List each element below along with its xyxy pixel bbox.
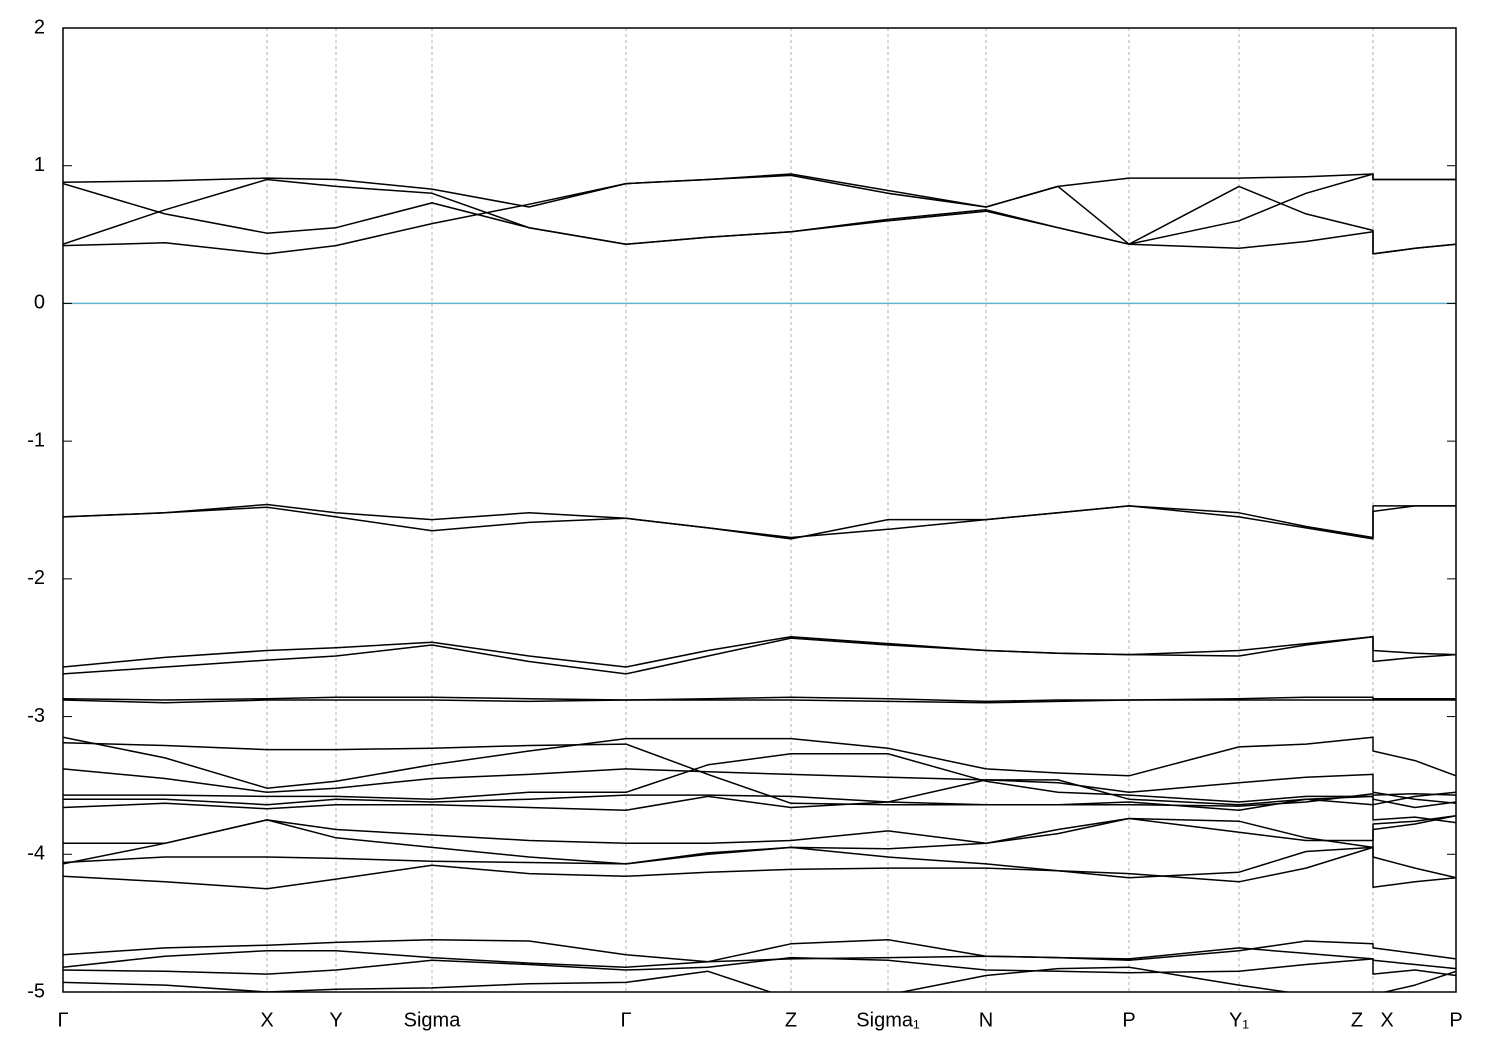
y-tick-label: 2	[34, 16, 45, 38]
band-line	[63, 173, 1456, 245]
x-tick-label: N	[979, 1009, 993, 1031]
y-tick-label: -2	[27, 567, 45, 589]
band-line	[63, 753, 1456, 809]
x-tick-label: X	[1380, 1009, 1393, 1031]
band-line	[63, 178, 1456, 255]
x-tick-label: Y	[329, 1009, 342, 1031]
band-line	[63, 938, 1456, 963]
band-line	[63, 814, 1456, 845]
band-line	[63, 846, 1456, 890]
x-tick-label: Sigma	[404, 1009, 462, 1031]
grid	[63, 28, 1456, 992]
y-tick-label: 1	[34, 154, 45, 176]
bands	[63, 173, 1456, 992]
band-line	[63, 795, 1456, 824]
x-tick-label: P	[1449, 1009, 1462, 1031]
y-tick-label: 0	[34, 292, 45, 314]
band-line	[63, 635, 1456, 668]
x-tick-label: Sigma₁	[856, 1009, 920, 1031]
band-line	[63, 699, 1456, 704]
y-tick-label: -4	[27, 843, 45, 865]
y-tick-label: -3	[27, 705, 45, 727]
band-line	[63, 696, 1456, 703]
band-line	[63, 966, 1456, 992]
band-line	[63, 956, 1456, 977]
x-tick-label: P	[1122, 1009, 1135, 1031]
band-line	[63, 736, 1456, 789]
band-line	[63, 741, 1456, 807]
x-tick-label: Γ	[620, 1009, 631, 1031]
y-tick-label: -1	[27, 429, 45, 451]
band-line	[63, 635, 1456, 675]
band-line	[63, 814, 1456, 865]
x-tick-label: X	[260, 1009, 273, 1031]
band-line	[63, 505, 1456, 540]
x-tick-label: Γ	[57, 1009, 68, 1031]
y-tick-label: -5	[27, 980, 45, 1002]
band-line	[63, 768, 1456, 805]
x-tick-label: Y₁	[1229, 1009, 1249, 1031]
x-tick-label: Z	[1351, 1009, 1363, 1031]
plot-frame	[62, 27, 1457, 993]
band-line	[63, 174, 1456, 255]
x-tick-label: Z	[785, 1009, 797, 1031]
